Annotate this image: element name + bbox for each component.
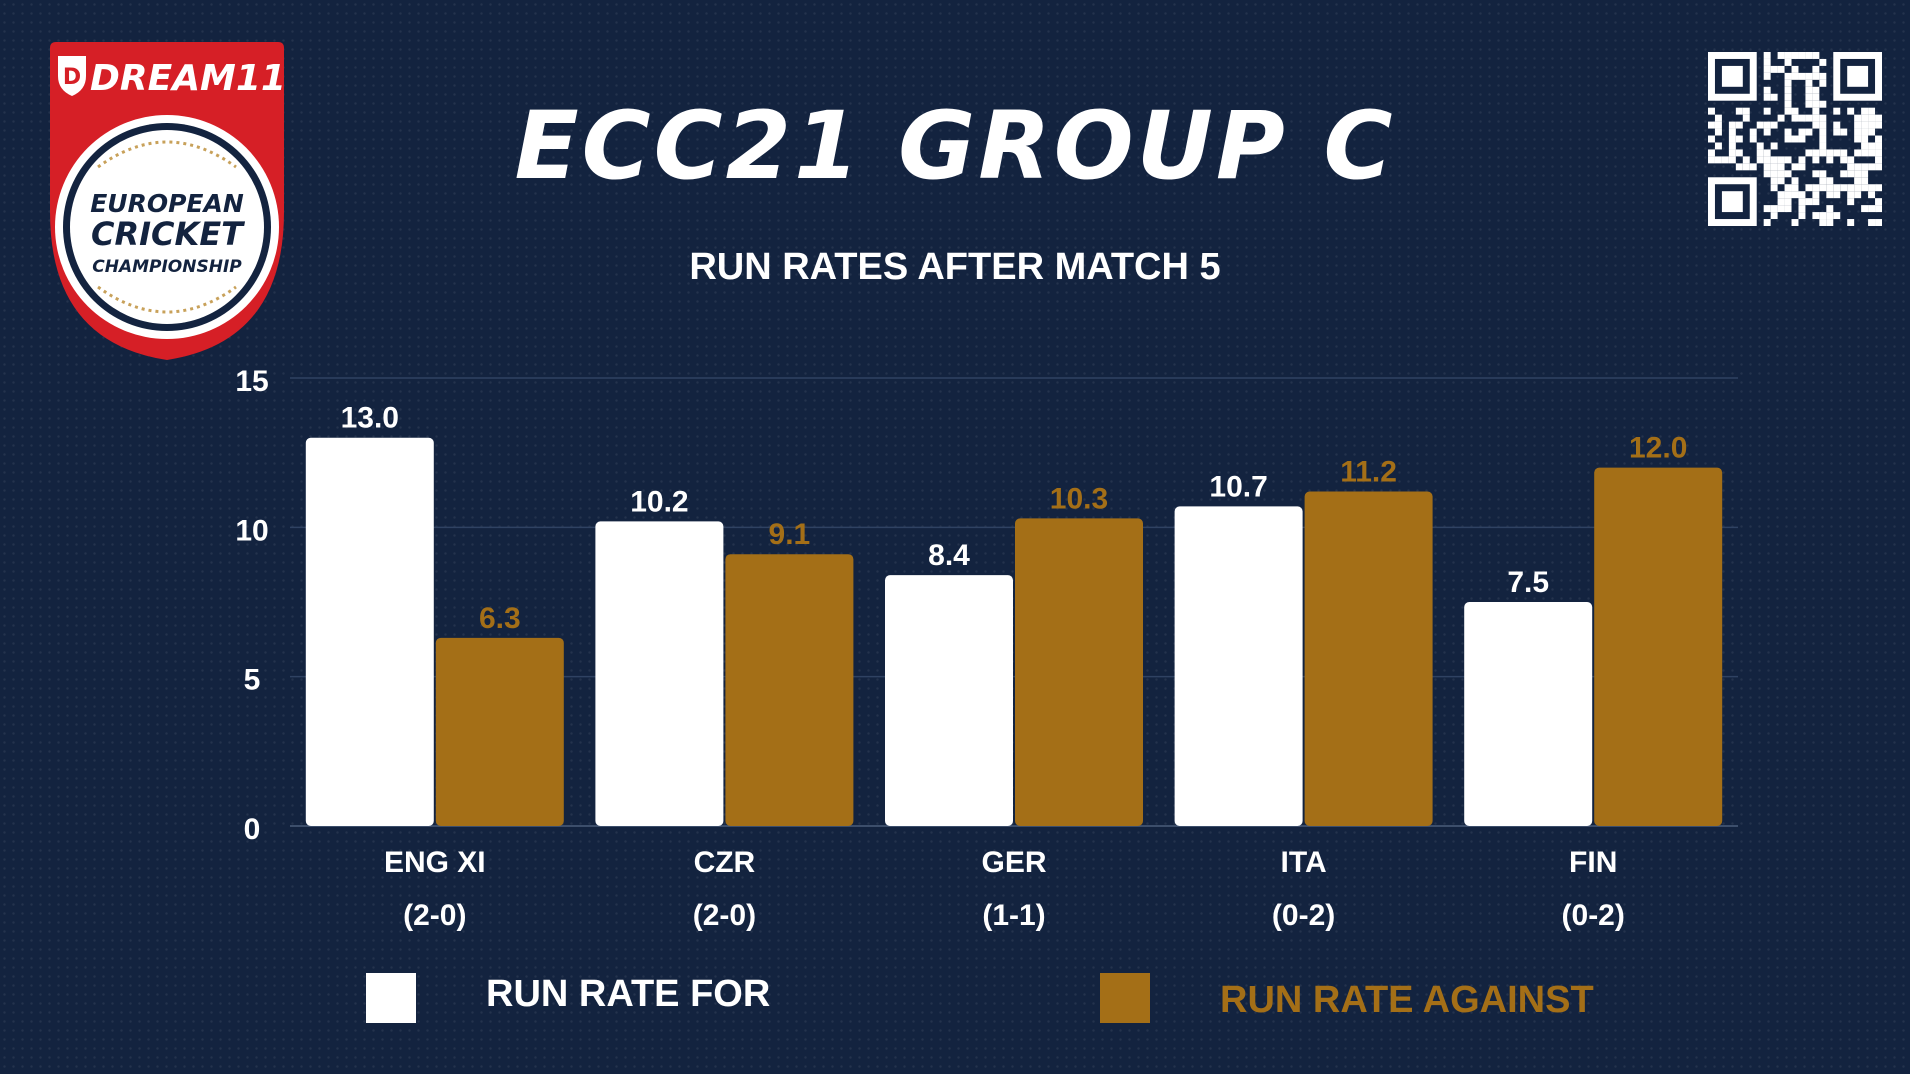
bar-run-rate-for <box>595 521 724 826</box>
legend-label-for: RUN RATE FOR <box>486 973 771 1015</box>
bar-run-rate-against <box>725 554 854 826</box>
x-tick-team: GER <box>981 846 1046 879</box>
x-tick-team: ENG XI <box>384 846 486 879</box>
legend-swatch-for <box>366 973 416 1023</box>
qr-code <box>1708 52 1882 226</box>
bar-run-rate-against <box>1304 491 1433 826</box>
y-tick-label: 10 <box>235 514 268 547</box>
x-tick-record: (1-1) <box>982 899 1045 932</box>
data-label: 10.2 <box>630 485 688 518</box>
chart-title: ECC21 GROUP C <box>514 92 1396 201</box>
x-tick-team: FIN <box>1569 846 1617 879</box>
bar-run-rate-for <box>1464 602 1593 826</box>
data-label: 7.5 <box>1507 566 1549 599</box>
bar-run-rate-against <box>435 637 564 826</box>
dream11-ecc-logo: D DREAM11 EUROPEAN CRICKET CHAMPIONSHIP <box>50 42 286 360</box>
data-label: 9.1 <box>769 518 811 551</box>
data-label: 10.3 <box>1050 482 1108 515</box>
logo-brand: DREAM11 <box>90 58 286 99</box>
chart-subtitle: RUN RATES AFTER MATCH 5 <box>689 246 1221 288</box>
bar-run-rate-for <box>1174 506 1303 826</box>
data-label: 13.0 <box>341 402 399 435</box>
logo-line2: CRICKET <box>91 215 245 253</box>
legend-label-against: RUN RATE AGAINST <box>1220 979 1594 1021</box>
data-label: 6.3 <box>479 602 521 635</box>
svg-text:D: D <box>63 65 81 90</box>
x-tick-record: (0-2) <box>1272 899 1335 932</box>
x-tick-record: (0-2) <box>1562 899 1625 932</box>
y-tick-label: 5 <box>244 664 261 697</box>
data-label: 8.4 <box>928 539 970 572</box>
x-tick-team: ITA <box>1281 846 1327 879</box>
x-tick-team: CZR <box>694 846 756 879</box>
x-tick-record: (2-0) <box>693 899 756 932</box>
bar-run-rate-for <box>305 437 434 826</box>
dream11-shield-icon: D <box>58 56 86 96</box>
logo-line1: EUROPEAN <box>90 189 244 218</box>
y-tick-label: 0 <box>244 813 261 846</box>
logo-line3: CHAMPIONSHIP <box>92 257 242 277</box>
bar-run-rate-for <box>885 575 1013 826</box>
data-label: 11.2 <box>1340 455 1397 488</box>
x-tick-record: (2-0) <box>403 899 466 932</box>
legend-swatch-against <box>1100 973 1150 1023</box>
bar-run-rate-against <box>1015 518 1143 826</box>
data-label: 10.7 <box>1209 470 1267 503</box>
bar-run-rate-against <box>1594 467 1723 826</box>
y-tick-label: 15 <box>235 365 268 398</box>
data-label: 12.0 <box>1629 432 1687 465</box>
